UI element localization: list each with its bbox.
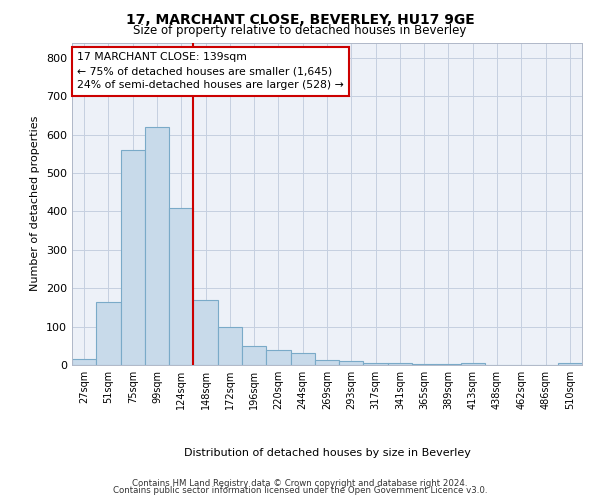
Bar: [218, 326, 242, 365]
Bar: [121, 150, 145, 365]
Bar: [169, 208, 193, 365]
Text: 17, MARCHANT CLOSE, BEVERLEY, HU17 9GE: 17, MARCHANT CLOSE, BEVERLEY, HU17 9GE: [125, 12, 475, 26]
Bar: [339, 361, 364, 365]
Bar: [412, 364, 436, 365]
Y-axis label: Number of detached properties: Number of detached properties: [31, 116, 40, 292]
Text: Contains HM Land Registry data © Crown copyright and database right 2024.: Contains HM Land Registry data © Crown c…: [132, 478, 468, 488]
Bar: [436, 364, 461, 365]
Bar: [461, 363, 485, 365]
X-axis label: Distribution of detached houses by size in Beverley: Distribution of detached houses by size …: [184, 448, 470, 458]
Bar: [266, 350, 290, 365]
Bar: [388, 364, 412, 365]
Bar: [145, 127, 169, 365]
Bar: [242, 346, 266, 365]
Text: Size of property relative to detached houses in Beverley: Size of property relative to detached ho…: [133, 24, 467, 37]
Bar: [193, 300, 218, 365]
Bar: [96, 302, 121, 365]
Text: Contains public sector information licensed under the Open Government Licence v3: Contains public sector information licen…: [113, 486, 487, 495]
Bar: [315, 360, 339, 365]
Bar: [72, 359, 96, 365]
Text: 17 MARCHANT CLOSE: 139sqm
← 75% of detached houses are smaller (1,645)
24% of se: 17 MARCHANT CLOSE: 139sqm ← 75% of detac…: [77, 52, 344, 90]
Bar: [364, 363, 388, 365]
Bar: [558, 363, 582, 365]
Bar: [290, 354, 315, 365]
